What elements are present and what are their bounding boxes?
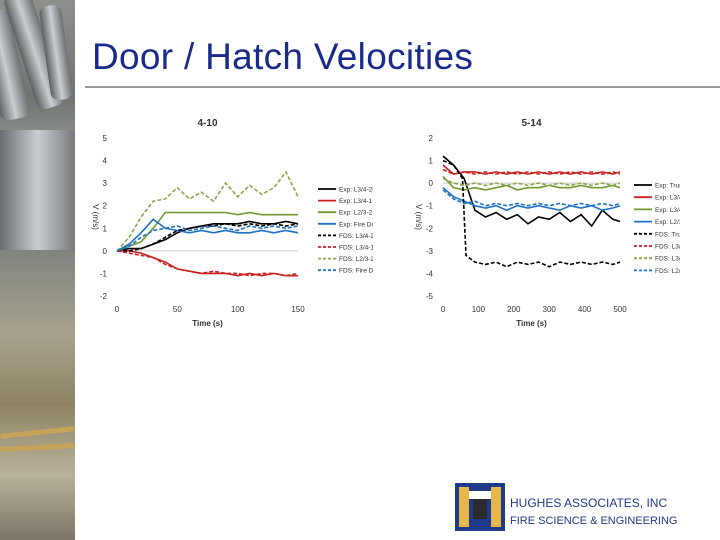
series-line-8: [442, 189, 621, 207]
company-tagline: FIRE SCIENCE & ENGINEERING: [510, 515, 678, 527]
x-tick-label: 200: [507, 305, 521, 314]
chart-5-14-svg: 5-14 -5 -4 -3 -2 -1 0 1 2 0 100 200 300 400 500 Time (s…: [414, 118, 704, 328]
series-line-7: [116, 170, 299, 252]
series-line-8: [116, 225, 299, 252]
y-tick-label: 0: [103, 247, 108, 256]
x-tick-label: 0: [441, 305, 446, 314]
legend-label: Exp: L3/4-1: [655, 207, 680, 214]
legend-label: Exp: Trunk2 Out: [655, 183, 680, 190]
x-tick-label: 150: [291, 305, 305, 314]
x-tick-label: 50: [173, 305, 182, 314]
chart-title: 4-10: [197, 118, 217, 129]
logo-emblem: [459, 487, 501, 527]
series-line-4: [116, 218, 299, 252]
title-divider: [85, 86, 720, 88]
legend-label: Exp: L3/4-2B: [339, 187, 373, 194]
y-tick-label: -1: [426, 202, 434, 211]
y-tick-label: 2: [429, 134, 434, 143]
legend-label: Exp: L3/4-1: [339, 198, 373, 205]
company-name: HUGHES ASSOCIATES, INC: [510, 496, 668, 510]
x-tick-label: 500: [613, 305, 627, 314]
series-line-2: [117, 250, 298, 277]
chart-4-10: 4-10 -2 -1 0 1 2 3 4 5 0 50 100 150 Time (s) V (m/s) Ex…: [83, 108, 384, 328]
series-line-5: [442, 159, 621, 268]
legend-label: Exp: Fire Door: [339, 221, 373, 228]
y-tick-label: -5: [426, 292, 434, 301]
y-tick-label: 2: [103, 202, 108, 211]
slide-title: Door / Hatch Velocities: [92, 36, 474, 77]
series-line-1: [442, 155, 621, 228]
legend-label: FDS: L2/3-2: [339, 256, 373, 263]
y-tick-label: 1: [103, 224, 108, 233]
legend-label: FDS: L2/3-2: [655, 268, 680, 275]
legend-label: Exp: L3/4-2B: [655, 195, 680, 202]
x-axis-label: Time (s): [516, 319, 547, 328]
legend-label: FDS: L3/4-1: [339, 245, 373, 252]
series-line-4: [442, 187, 621, 212]
duct-graphic: [0, 130, 75, 250]
y-tick-label: -3: [426, 247, 434, 256]
cable-graphic: [0, 443, 75, 452]
y-tick-label: -1: [100, 269, 108, 278]
legend-label: FDS: L3/4-2B: [655, 244, 680, 251]
x-tick-label: 0: [115, 305, 120, 314]
series-line-6: [116, 250, 299, 277]
legend-label: Exp: L2/3-2: [339, 210, 373, 217]
cable-graphic: [0, 426, 75, 439]
legend-label: FDS: Trunk2 Out: [655, 231, 680, 238]
x-axis-label: Time (s): [192, 319, 223, 328]
y-tick-label: -2: [100, 292, 108, 301]
y-axis-label: V (m/s): [414, 204, 423, 230]
y-tick-label: -4: [426, 269, 434, 278]
y-axis-label: V (m/s): [91, 204, 100, 230]
y-tick-label: 3: [103, 179, 108, 188]
company-logo: [455, 483, 505, 531]
series-line-3: [442, 175, 621, 191]
legend-label: FDS: L3/4-2B: [339, 233, 373, 240]
legend-label: FDS: Fire Door: [339, 268, 373, 275]
x-tick-label: 100: [231, 305, 245, 314]
legend-label: FDS: L3/4-1: [655, 256, 680, 263]
chart-title: 5-14: [521, 118, 541, 129]
x-tick-label: 400: [578, 305, 592, 314]
y-tick-label: 1: [429, 157, 434, 166]
series-line-3: [116, 211, 298, 252]
y-tick-label: 4: [103, 157, 108, 166]
x-tick-label: 300: [543, 305, 557, 314]
x-tick-label: 100: [472, 305, 486, 314]
series-line-5: [117, 222, 299, 252]
series-line-7: [442, 177, 621, 187]
y-tick-label: 5: [103, 134, 108, 143]
series-line-6: [442, 168, 621, 175]
legend-label: Exp: L2/3-2: [655, 219, 680, 226]
background-photo: [0, 0, 75, 540]
y-tick-label: -2: [426, 224, 434, 233]
chart-5-14: 5-14 -5 -4 -3 -2 -1 0 1 2 0 100 200 300 400 500 Time (s…: [408, 108, 704, 328]
y-tick-label: 0: [429, 179, 434, 188]
